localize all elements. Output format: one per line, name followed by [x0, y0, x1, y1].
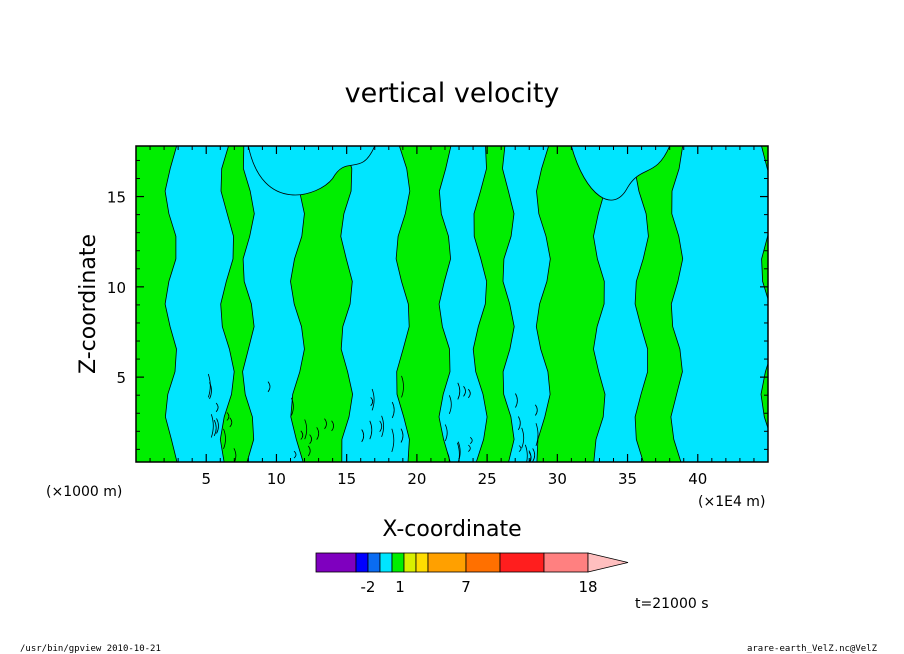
negative-velocity-region — [164, 146, 235, 462]
chart-title: vertical velocity — [345, 78, 560, 109]
footer-file-variable: arare-earth_VelZ.nc@VelZ — [747, 644, 878, 654]
contour-noise-lines — [207, 373, 539, 462]
x-axis-ticks: 5 10 15 20 25 30 35 40 — [149, 146, 755, 488]
contour-line — [361, 429, 365, 443]
contour-line — [370, 397, 374, 407]
contour-plot-area — [135, 145, 769, 463]
contour-line — [324, 418, 327, 430]
negative-velocity-region — [670, 146, 768, 462]
contour-line — [446, 452, 450, 462]
colorbar — [315, 552, 629, 573]
x-tick-label: 10 — [267, 470, 286, 488]
colorbar-segment — [499, 552, 545, 573]
colorbar-tick-label: 7 — [461, 578, 471, 596]
contour-line — [517, 416, 521, 431]
contour-line — [534, 404, 538, 416]
colorbar-segment — [391, 552, 405, 573]
negative-velocity-region — [340, 146, 411, 462]
contour-line — [369, 420, 373, 440]
colorbar-extend-arrow — [587, 552, 629, 573]
negative-velocity-region — [438, 146, 488, 462]
time-annotation: t=21000 s — [635, 596, 709, 612]
contour-line — [391, 428, 395, 453]
contour-line — [223, 428, 226, 450]
colorbar-segment — [315, 552, 357, 573]
contour-line — [444, 424, 448, 442]
y-tick-label: 5 — [116, 369, 126, 387]
contour-line — [457, 382, 461, 400]
negative-velocity-region — [242, 146, 305, 462]
y-tick-label: 15 — [107, 189, 126, 207]
contour-line — [457, 442, 460, 462]
x-unit-left: (×1000 m) — [46, 484, 122, 500]
contour-line — [207, 373, 211, 398]
contour-line — [267, 381, 271, 393]
x-tick-label: 35 — [618, 470, 637, 488]
contour-line — [210, 414, 214, 438]
negative-velocity-region — [247, 146, 376, 196]
contour-line — [401, 375, 404, 398]
contour-line — [521, 427, 525, 449]
negative-velocity-region — [502, 146, 551, 462]
contour-line — [532, 448, 536, 462]
contour-line — [515, 393, 518, 408]
contour-line — [293, 450, 297, 459]
negative-velocity-region — [593, 146, 649, 462]
contour-line — [307, 445, 311, 457]
x-tick-label: 15 — [337, 470, 356, 488]
contour-line — [400, 428, 404, 443]
contour-line — [233, 448, 237, 462]
colorbar-tick-labels: -2 1 7 18 — [361, 578, 598, 596]
contour-line — [535, 423, 539, 447]
x-tick-label: 5 — [201, 470, 211, 488]
contour-line — [215, 402, 219, 413]
contour-line — [309, 434, 312, 444]
contour-line — [391, 401, 395, 419]
contour-line — [463, 386, 466, 397]
colorbar-tick-label: 18 — [578, 578, 597, 596]
colorbar-segment — [367, 552, 381, 573]
colorbar-segment — [415, 552, 429, 573]
colorbar-segment — [355, 552, 369, 573]
colorbar-tick-label: 1 — [395, 578, 405, 596]
contour-line — [381, 415, 384, 438]
y-axis-ticks: 5 10 15 — [107, 159, 768, 450]
plot-frame — [135, 145, 769, 463]
contour-line — [291, 397, 294, 416]
x-tick-label: 25 — [478, 470, 497, 488]
x-tick-label: 40 — [688, 470, 707, 488]
footer-program-date: /usr/bin/gpview 2010-10-21 — [20, 644, 161, 654]
negative-velocity-region — [570, 146, 671, 201]
x-unit-right: (×1E4 m) — [698, 494, 765, 510]
contour-line — [468, 444, 471, 452]
contour-line — [316, 427, 320, 440]
colorbar-segment — [403, 552, 417, 573]
colorbar-tick-label: -2 — [361, 578, 376, 596]
contour-fill-regions — [164, 146, 768, 462]
contour-line — [229, 417, 233, 428]
contour-line — [467, 388, 471, 399]
contour-line — [371, 388, 375, 411]
contour-line — [469, 436, 473, 445]
contour-line — [216, 418, 219, 434]
x-axis-label: X-coordinate — [382, 517, 521, 542]
contour-line — [448, 395, 452, 414]
x-tick-label: 30 — [548, 470, 567, 488]
contour-line — [331, 420, 334, 432]
contour-line — [379, 420, 383, 432]
colorbar-segment — [543, 552, 589, 573]
contour-line — [213, 419, 217, 437]
y-axis-label: Z-coordinate — [76, 234, 101, 374]
colorbar-segment — [465, 552, 501, 573]
contour-line — [518, 445, 522, 452]
colorbar-segment — [427, 552, 467, 573]
contour-line — [304, 419, 308, 440]
contour-line — [226, 412, 230, 421]
y-tick-label: 10 — [107, 279, 126, 297]
contour-line — [524, 444, 528, 462]
x-tick-label: 20 — [407, 470, 426, 488]
contour-line — [300, 430, 304, 440]
colorbar-segment — [379, 552, 393, 573]
